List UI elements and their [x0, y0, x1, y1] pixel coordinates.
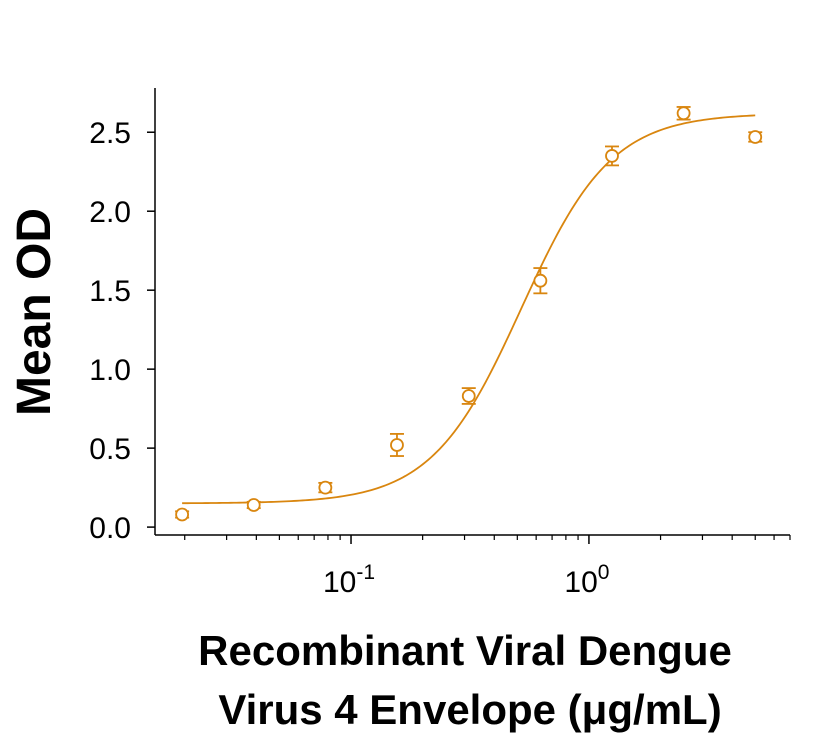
x-tick-label: 10-1: [323, 561, 375, 599]
y-tick-label: 2.0: [89, 196, 131, 229]
x-axis-title-line-2: Virus 4 Envelope (μg/mL): [218, 686, 721, 733]
data-point-marker: [318, 480, 333, 495]
data-point-marker: [748, 130, 763, 144]
y-tick-label: 2.5: [89, 117, 131, 150]
data-point: [318, 480, 333, 495]
data-point-marker: [461, 389, 476, 403]
y-tick-label: 0.0: [89, 512, 131, 545]
x-tick-label-base: 10: [323, 566, 356, 599]
fit-curve: [182, 114, 756, 505]
y-tick-label: 0.5: [89, 433, 131, 466]
x-tick-label: 100: [564, 561, 609, 599]
x-axis-title-line-1: Recombinant Viral Dengue: [198, 627, 732, 674]
data-point: [748, 130, 763, 144]
data-point: [604, 145, 619, 167]
data-point-marker: [605, 149, 619, 163]
data-point: [389, 433, 404, 457]
y-axis-title: Mean OD: [8, 208, 61, 416]
x-tick-label-base: 10: [564, 566, 597, 599]
y-ticks: 0.0 0.5 1.0 1.5 2.0 2.5: [89, 117, 155, 545]
x-tick-label-exponent: -1: [356, 561, 375, 584]
data-point-marker: [676, 106, 691, 121]
data-point: [175, 507, 190, 522]
y-tick-label: 1.5: [89, 275, 131, 308]
data-point-marker: [390, 438, 404, 452]
x-ticks: 10-1 100: [184, 535, 791, 599]
data-point-marker: [246, 498, 261, 512]
x-tick-label-exponent: 0: [598, 561, 610, 584]
data-point-marker: [533, 273, 548, 288]
plot-area: 0.00.51.01.52.02.5 10-1 100: [89, 88, 791, 599]
data-point: [246, 498, 261, 512]
data-point-marker: [175, 507, 190, 522]
data-point: [676, 106, 691, 121]
y-tick-label: 1.0: [89, 354, 131, 387]
data-point: [461, 387, 476, 405]
data-points: [175, 106, 763, 522]
data-point: [533, 267, 548, 295]
